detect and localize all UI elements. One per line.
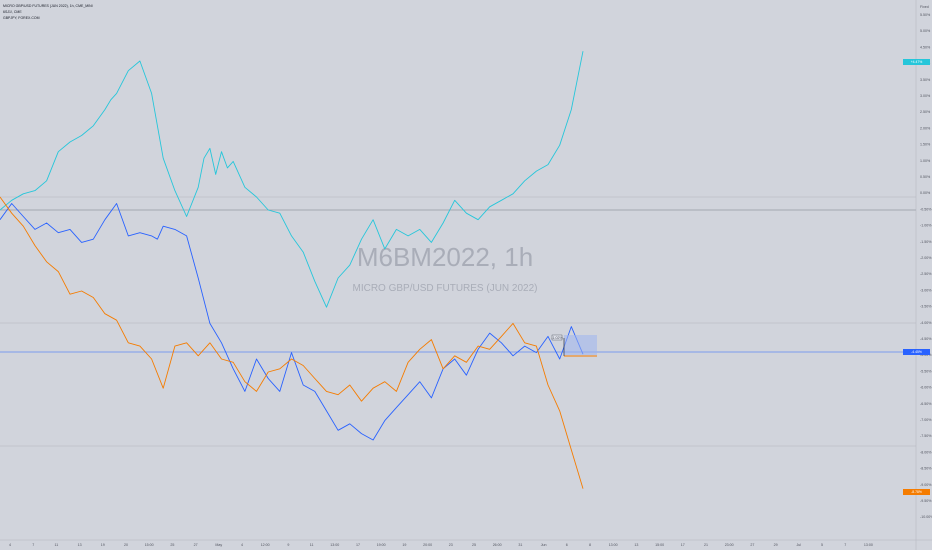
price-badge-bg <box>903 349 930 355</box>
price-axis-tick-label: 4.50% <box>920 45 931 49</box>
selection-marker-badge <box>551 334 563 341</box>
legend-compare-symbol-2[interactable]: GBPJPY, FOREX.COM <box>3 16 40 20</box>
price-axis-tick-label: -3.50% <box>920 305 932 309</box>
price-badge-label: -8.78% <box>911 490 922 494</box>
price-axis-tick-label: -9.00% <box>920 483 932 487</box>
price-badge-bg <box>903 489 930 495</box>
price-axis-tick-label: -7.50% <box>920 434 932 438</box>
chart-legend: MICRO GBP/USD FUTURES (JUN 2022), 1h, CM… <box>3 3 93 21</box>
selection-layer: -1.02% <box>551 334 597 357</box>
grid-layer <box>0 196 916 447</box>
time-axis-tick-label: 13 <box>78 543 82 547</box>
price-badge-label: +4.47% <box>911 60 923 64</box>
price-axis-tick-label: -8.50% <box>920 467 932 471</box>
price-axis-tick-label: -10.00% <box>920 515 932 519</box>
time-axis-tick-label: May <box>215 543 222 547</box>
price-badge-blue: -4.45% <box>903 349 930 355</box>
price-axis-tick-label: 2.00% <box>920 126 931 130</box>
watermark-description: MICRO GBP/USD FUTURES (JUN 2022) <box>352 283 537 294</box>
time-axis-tick-label: 23 <box>449 543 453 547</box>
time-axis-tick-label: 11 <box>310 543 314 547</box>
time-axis-tick-label: 8 <box>589 543 591 547</box>
time-axis-tick-label: 27 <box>750 543 754 547</box>
time-axis-tick-label: 21 <box>704 543 708 547</box>
time-axis-tick-label: 25 <box>170 543 174 547</box>
time-axis-tick-label: 20:00 <box>423 543 432 547</box>
badge-layer: +4.47% -4.45% -8.78% <box>903 59 930 495</box>
time-axis-tick-label: 31 <box>518 543 522 547</box>
price-axis-tick-label: -4.50% <box>920 337 932 341</box>
price-axis-tick-label: -3.00% <box>920 288 932 292</box>
price-axis-tick-label: 1.50% <box>920 143 931 147</box>
price-axis-tick-label: -4.00% <box>920 321 932 325</box>
price-axis-tick-label: -5.00% <box>920 353 932 357</box>
price-axis-tick-label: -8.00% <box>920 450 932 454</box>
price-axis-tick-label: -9.50% <box>920 499 932 503</box>
watermark: M6BM2022, 1h MICRO GBP/USD FUTURES (JUN … <box>352 242 537 294</box>
time-axis-tick-label: 13:00 <box>609 543 618 547</box>
price-badge-label: -4.45% <box>911 350 922 354</box>
price-axis-tick-label: -7.00% <box>920 418 932 422</box>
legend-compare-symbol-1[interactable]: 6SJ1!, CME <box>3 10 22 14</box>
time-axis-tick-label: 15:00 <box>655 543 664 547</box>
price-axis-tick-label: -0.50% <box>920 207 932 211</box>
time-axis-tick-label: Jul <box>796 543 801 547</box>
price-badge-orange: -8.78% <box>903 489 930 495</box>
price-axis-tick-label: -2.00% <box>920 256 932 260</box>
time-axis-tick-label: 19:00 <box>377 543 386 547</box>
time-axis-tick-label: 17 <box>356 543 360 547</box>
time-axis-tick-label: 7 <box>32 543 34 547</box>
time-axis-tick-label: 12:00 <box>261 543 270 547</box>
series-line-2 <box>0 203 584 441</box>
price-badge-cyan: +4.47% <box>903 59 930 65</box>
price-badge-bg <box>903 59 930 65</box>
time-axis-tick-label: 13 <box>634 543 638 547</box>
time-axis-tick-label: 15:00 <box>145 543 154 547</box>
time-axis-tick-label: 19 <box>402 543 406 547</box>
price-axis-tick-label: 0.00% <box>920 191 931 195</box>
time-axis-tick-label: 7 <box>844 543 846 547</box>
time-axis-tick-label: 11 <box>55 543 59 547</box>
time-axis-tick-label: 4 <box>241 543 243 547</box>
price-axis-tick-label: 3.00% <box>920 94 931 98</box>
price-axis-tick-label: 3.50% <box>920 78 931 82</box>
selection-range-box[interactable] <box>564 335 597 355</box>
time-axis-tick-label: 23:00 <box>725 543 734 547</box>
time-axis-tick-label: 27 <box>194 543 198 547</box>
time-axis-tick-label: 9 <box>287 543 289 547</box>
time-axis-tick-label: 13:00 <box>330 543 339 547</box>
price-axis-tick-label: 5.50% <box>920 13 931 17</box>
price-axis-tick-label: 5.00% <box>920 29 931 33</box>
price-axis-tick-label: -5.50% <box>920 369 932 373</box>
series-layer <box>0 51 584 489</box>
price-axis-tick-label: -1.00% <box>920 224 932 228</box>
time-axis-tick-label: 6 <box>566 543 568 547</box>
price-axis-tick-label: 0.50% <box>920 175 931 179</box>
price-axis-tick-label: -6.50% <box>920 402 932 406</box>
price-axis-tick-label: -1.50% <box>920 240 932 244</box>
selection-marker-label: -1.02% <box>551 336 563 340</box>
price-axis-tick-label: -2.50% <box>920 272 932 276</box>
price-axis-unit-label: Fixed <box>920 5 929 9</box>
legend-main-symbol[interactable]: MICRO GBP/USD FUTURES (JUN 2022), 1h, CM… <box>3 4 93 8</box>
time-axis-tick-label: 17 <box>681 543 685 547</box>
price-axis-tick-label: -6.00% <box>920 386 932 390</box>
time-axis-tick-label: 4 <box>9 543 11 547</box>
time-axis-tick-label: 20 <box>124 543 128 547</box>
time-axis-tick-label: 25 <box>472 543 476 547</box>
price-axis-tick-label: 1.00% <box>920 159 931 163</box>
watermark-symbol: M6BM2022, 1h <box>357 242 533 272</box>
time-axis-tick-label: 19 <box>101 543 105 547</box>
time-axis-tick-label: 26:00 <box>493 543 502 547</box>
price-axis-tick-label: 2.50% <box>920 110 931 114</box>
time-axis-tick-label: 5 <box>821 543 823 547</box>
time-axis-tick-label: 13:00 <box>864 543 873 547</box>
time-axis-tick-label: Jun <box>541 543 547 547</box>
time-axis-tick-label: 29 <box>774 543 778 547</box>
